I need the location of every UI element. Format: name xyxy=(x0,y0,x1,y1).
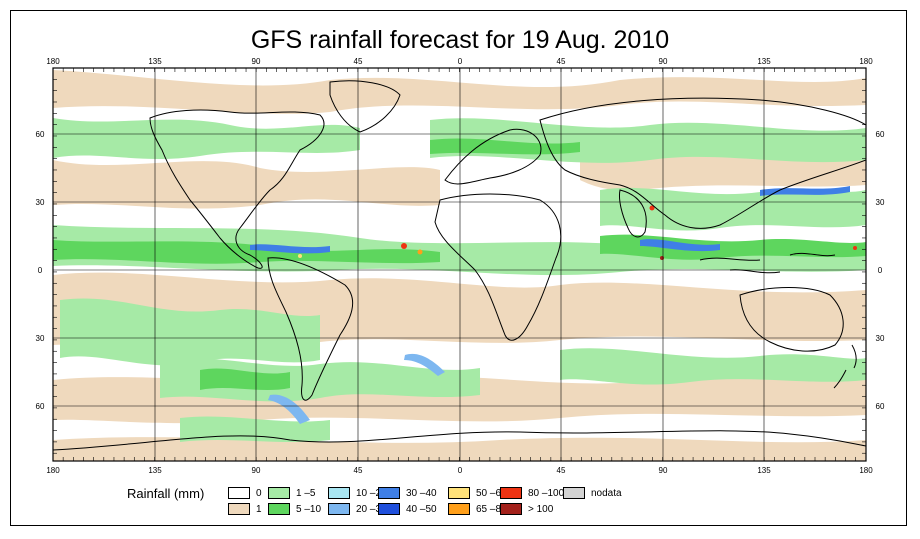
lon-tick-label-top: 45 xyxy=(354,57,363,66)
lon-tick-label-top: 0 xyxy=(458,57,463,66)
lon-tick-label-bottom: 90 xyxy=(659,466,668,475)
lon-tick-label-top: 45 xyxy=(557,57,566,66)
lon-tick-label-bottom: 135 xyxy=(148,466,162,475)
lat-tick-label-right: 60 xyxy=(876,402,885,411)
lat-tick-label-right: 60 xyxy=(876,130,885,139)
latitude-labels-left: 60 30 0 30 60 xyxy=(36,130,45,411)
coastlines xyxy=(53,80,866,451)
lat-tick-label-right: 0 xyxy=(878,266,883,275)
lon-tick-label-bottom: 180 xyxy=(859,466,873,475)
lon-tick-label-bottom: 45 xyxy=(354,466,363,475)
lon-tick-label-top: 180 xyxy=(46,57,60,66)
lat-tick-label-left: 60 xyxy=(36,130,45,139)
lon-tick-label-bottom: 90 xyxy=(252,466,261,475)
latitude-labels-right: 60 30 0 30 60 xyxy=(876,130,885,411)
lat-tick-label-left: 0 xyxy=(38,266,43,275)
lat-tick-label-left: 30 xyxy=(36,334,45,343)
lon-tick-label-top: 90 xyxy=(252,57,261,66)
graticule xyxy=(53,68,866,461)
lat-tick-label-left: 60 xyxy=(36,402,45,411)
lat-tick-label-right: 30 xyxy=(876,198,885,207)
lon-tick-label-bottom: 180 xyxy=(46,466,60,475)
lon-tick-label-top: 135 xyxy=(148,57,162,66)
longitude-labels-top: 180 135 90 45 0 45 90 135 180 xyxy=(46,57,873,66)
lon-tick-label-top: 135 xyxy=(757,57,771,66)
map-title: GFS rainfall forecast for 19 Aug. 2010 xyxy=(250,26,670,54)
lon-tick-label-bottom: 45 xyxy=(557,466,566,475)
lon-tick-label-top: 90 xyxy=(659,57,668,66)
lon-tick-label-bottom: 0 xyxy=(458,466,463,475)
lat-tick-label-left: 30 xyxy=(36,198,45,207)
lon-tick-label-bottom: 135 xyxy=(757,466,771,475)
lat-tick-label-right: 30 xyxy=(876,334,885,343)
longitude-labels-bottom: 180 135 90 45 0 45 90 135 180 xyxy=(46,466,873,475)
lon-tick-label-top: 180 xyxy=(859,57,873,66)
rainfall-field xyxy=(53,68,866,461)
